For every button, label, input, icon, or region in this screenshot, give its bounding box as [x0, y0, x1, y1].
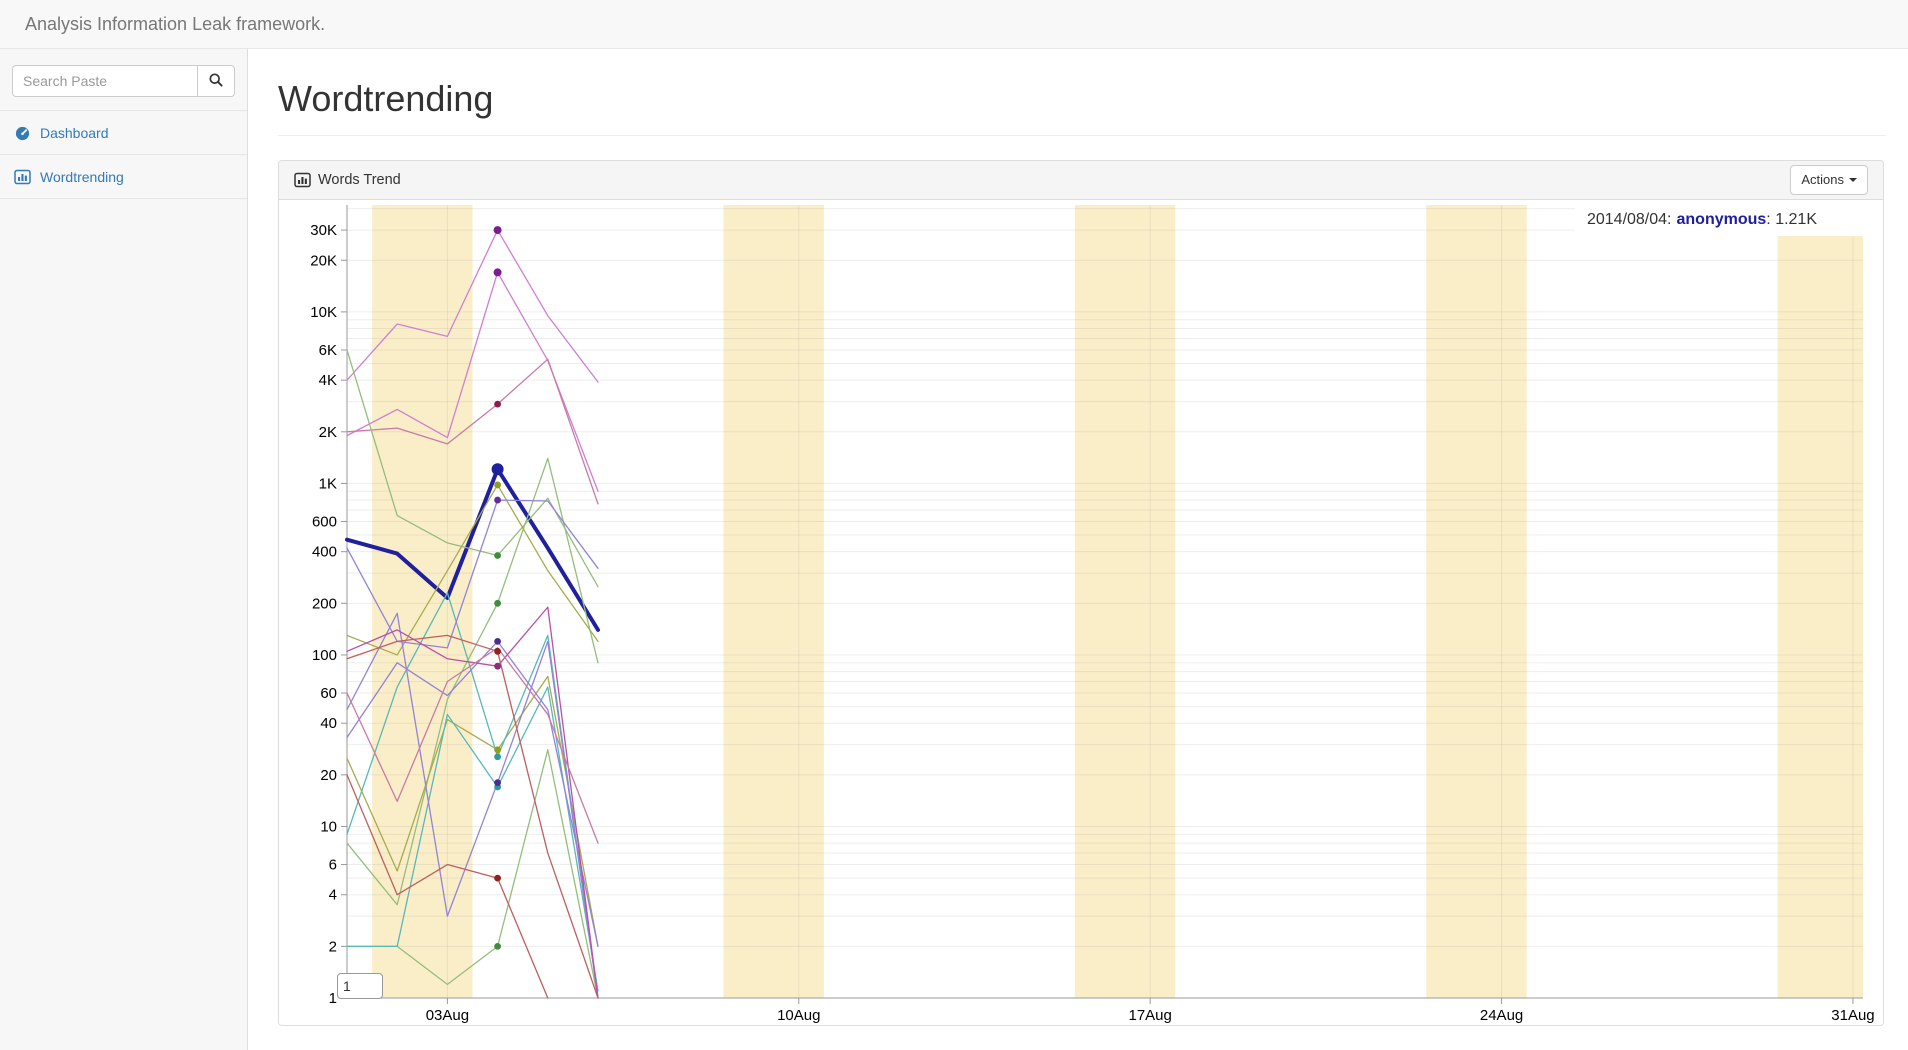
sidebar-item-wordtrending[interactable]: Wordtrending: [0, 155, 247, 199]
svg-text:03Aug: 03Aug: [426, 1007, 469, 1024]
svg-text:24Aug: 24Aug: [1480, 1007, 1523, 1024]
panel-title: Words Trend: [318, 172, 401, 188]
tooltip-series-name: anonymous: [1676, 211, 1767, 228]
svg-text:17Aug: 17Aug: [1128, 1007, 1171, 1024]
chart-tooltip: 2014/08/04: anonymous: 1.21K: [1574, 203, 1863, 236]
svg-text:20: 20: [320, 767, 337, 784]
svg-text:60: 60: [320, 685, 337, 702]
svg-text:1K: 1K: [319, 475, 337, 492]
search-input[interactable]: [12, 65, 197, 97]
svg-text:6K: 6K: [319, 342, 337, 359]
words-trend-chart-area: 03Aug 10Aug 17Aug 24Aug 31Aug 30K 20K 10K 6K 4K 2K…: [279, 200, 1883, 1025]
dashboard-gauge-icon: [14, 125, 31, 141]
paste-search-group: [12, 65, 235, 97]
actions-label: Actions: [1801, 171, 1844, 187]
svg-text:6: 6: [329, 857, 337, 874]
tooltip-date: 2014/08/04:: [1586, 211, 1672, 228]
caret-down-icon: [1849, 178, 1857, 183]
sidebar: Dashboard Wordtrending: [0, 49, 248, 1050]
svg-text:10Aug: 10Aug: [777, 1007, 820, 1024]
bar-chart-icon: [294, 172, 311, 188]
sidebar-item-label: Wordtrending: [40, 168, 124, 185]
words-trend-panel: Words Trend Actions 03Aug 10Aug 17Aug 24Aug…: [278, 160, 1884, 1026]
svg-text:4: 4: [329, 887, 337, 904]
words-trend-plot[interactable]: 03Aug 10Aug 17Aug 24Aug 31Aug 30K 20K 10K 6K 4K 2K…: [279, 200, 1883, 1025]
svg-text:100: 100: [312, 647, 337, 664]
sidebar-nav: Dashboard Wordtrending: [0, 110, 247, 199]
svg-text:1: 1: [329, 990, 337, 1007]
svg-text:400: 400: [312, 544, 337, 561]
svg-text:2K: 2K: [319, 424, 337, 441]
magnifier-icon: [208, 72, 224, 91]
sidebar-item-dashboard[interactable]: Dashboard: [0, 111, 247, 155]
svg-text:4K: 4K: [319, 372, 337, 389]
bar-chart-icon: [14, 169, 31, 185]
svg-text:31Aug: 31Aug: [1831, 1007, 1874, 1024]
sidebar-item-label: Dashboard: [40, 124, 109, 141]
tooltip-value: : 1.21K: [1766, 211, 1817, 228]
svg-text:10: 10: [320, 818, 337, 835]
svg-text:10K: 10K: [310, 304, 337, 321]
svg-text:40: 40: [320, 715, 337, 732]
svg-text:2: 2: [329, 938, 337, 955]
svg-text:20K: 20K: [310, 252, 337, 269]
svg-text:30K: 30K: [310, 222, 337, 239]
main-content: Wordtrending Words Trend Actions 03Aug 10…: [248, 49, 1908, 1050]
actions-dropdown-button[interactable]: Actions: [1790, 164, 1868, 196]
chart-page-input[interactable]: [337, 973, 383, 999]
top-navbar: Analysis Information Leak framework.: [0, 0, 1908, 49]
search-button[interactable]: [197, 65, 235, 97]
panel-heading: Words Trend Actions: [279, 161, 1883, 200]
svg-text:200: 200: [312, 595, 337, 612]
page-title: Wordtrending: [278, 78, 494, 119]
svg-text:600: 600: [312, 513, 337, 530]
page-header: Wordtrending: [278, 77, 1886, 136]
app-brand: Analysis Information Leak framework.: [25, 14, 326, 34]
